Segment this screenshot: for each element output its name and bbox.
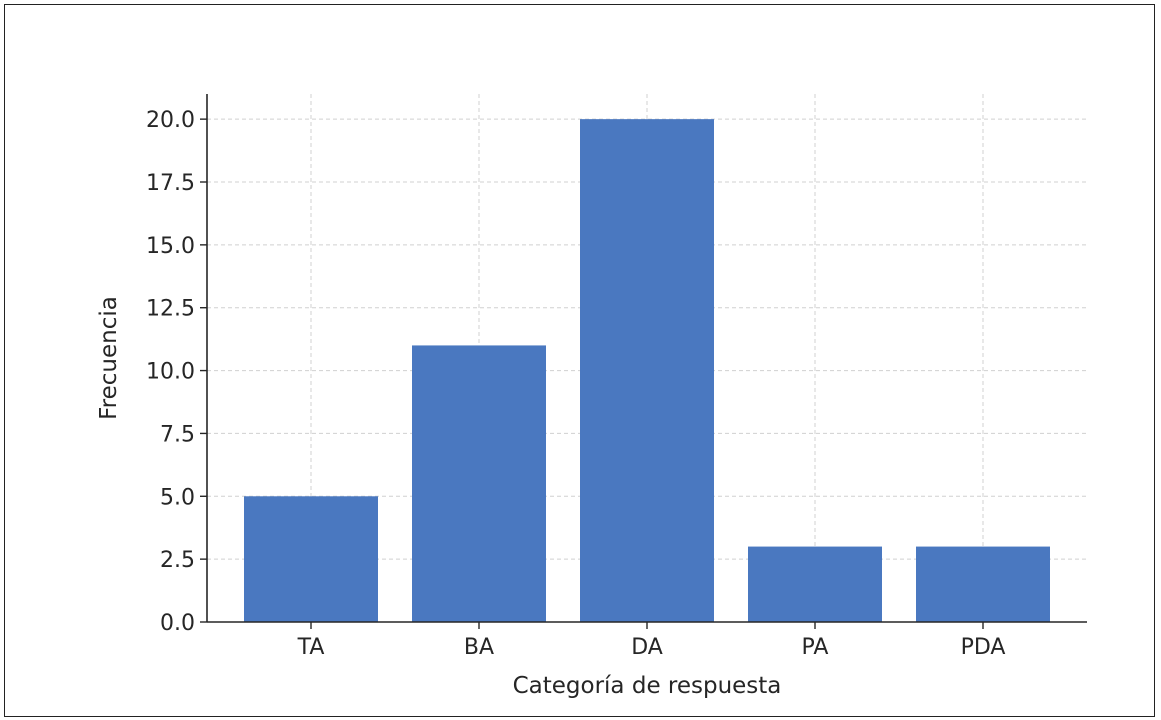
ticks: 0.0 2.5 5.0 7.5 10.0 12.5 15.0 17.5 20.0 TA BA DA PA… [146,108,1005,660]
bar-ta [244,496,378,622]
x-axis-label: Categoría de respuesta [513,673,782,699]
x-tick-label: DA [631,635,663,660]
x-tick-label: BA [464,635,494,660]
bar-da [580,119,714,623]
y-tick-label: 5.0 [160,485,195,510]
y-tick-label: 12.5 [146,297,195,322]
x-tick-label: PDA [961,635,1006,660]
bar-ba [412,345,546,622]
y-tick-label: 17.5 [146,171,195,196]
y-tick-label: 20.0 [146,108,195,133]
y-tick-label: 10.0 [146,360,195,385]
bar-pda [916,546,1050,622]
x-tick-label: TA [297,635,325,660]
bars [244,119,1050,623]
bar-pa [748,546,882,622]
y-tick-label: 7.5 [160,422,195,447]
x-tick-label: PA [802,635,829,660]
y-axis-label: Frecuencia [96,296,122,420]
y-tick-label: 15.0 [146,234,195,259]
y-tick-label: 2.5 [160,548,195,573]
y-tick-label: 0.0 [160,611,195,636]
